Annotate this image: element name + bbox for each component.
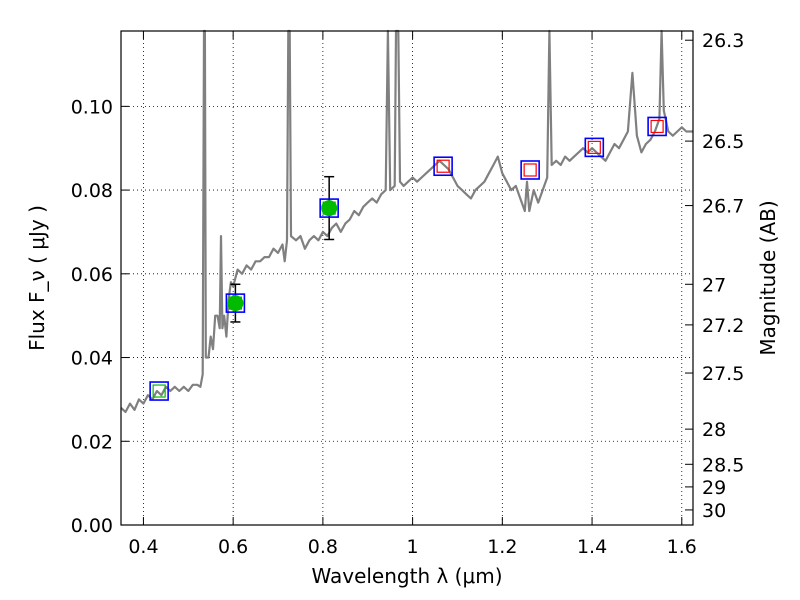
x-tick-label: 1 bbox=[407, 536, 419, 558]
model-box-outer bbox=[433, 156, 453, 177]
mag-tick-label: 27 bbox=[702, 274, 726, 296]
model-box-outer bbox=[647, 116, 667, 137]
y-tick-label: 0.10 bbox=[71, 96, 113, 118]
mag-tick-label: 30 bbox=[702, 500, 726, 522]
y-tick-label: 0.04 bbox=[71, 348, 113, 370]
model-box-inner bbox=[228, 296, 242, 310]
plot-frame bbox=[120, 30, 694, 526]
x-axis-label: Wavelength λ (μm) bbox=[311, 564, 502, 588]
observed-point bbox=[227, 295, 244, 312]
y-tick-label: 0.02 bbox=[71, 431, 113, 453]
model-box-inner bbox=[322, 201, 336, 215]
mag-tick-label: 29 bbox=[702, 477, 726, 499]
mag-tick-label: 28 bbox=[702, 419, 726, 441]
observed-point bbox=[321, 200, 338, 217]
y-tick-label: 0.06 bbox=[71, 264, 113, 286]
model-box-inner bbox=[436, 159, 450, 173]
mag-tick-label: 26.7 bbox=[702, 196, 744, 218]
model-box-outer bbox=[584, 137, 605, 158]
plot-background bbox=[121, 31, 693, 525]
y-tick-label: 0.08 bbox=[71, 180, 113, 202]
x-tick-label: 0.8 bbox=[308, 536, 338, 558]
x-tick-label: 1.4 bbox=[577, 536, 607, 558]
model-box-outer bbox=[225, 293, 246, 313]
marker-layer bbox=[149, 116, 667, 401]
model-box-outer bbox=[149, 381, 169, 401]
model-box-outer bbox=[520, 160, 540, 180]
model-box-inner bbox=[152, 384, 166, 398]
x-tick-label: 1.6 bbox=[667, 536, 697, 558]
x-tick-label: 0.4 bbox=[128, 536, 158, 558]
y2-axis-label: Magnitude (AB) bbox=[756, 200, 780, 355]
mag-tick-label: 26.3 bbox=[702, 30, 744, 52]
model-box-inner bbox=[587, 140, 601, 154]
y-axis-label: Flux F_ν ( μJy ) bbox=[25, 205, 49, 351]
x-tick-label: 1.2 bbox=[487, 536, 517, 558]
model-box-inner bbox=[523, 163, 537, 177]
mag-tick-label: 27.2 bbox=[702, 315, 744, 337]
mag-tick-label: 28.5 bbox=[702, 454, 744, 476]
tick-layer: 0.4 0.6 0.8 1 1.2 1.4 1.6 0.00 0.02 0.04 0.06 0.08 0… bbox=[71, 30, 745, 558]
mag-tick-label: 26.5 bbox=[702, 131, 744, 153]
x-tick-label: 0.6 bbox=[218, 536, 248, 558]
model-box-outer bbox=[319, 198, 339, 218]
model-box-inner bbox=[650, 119, 664, 134]
y-tick-label: 0.00 bbox=[71, 515, 113, 537]
mag-tick-label: 27.5 bbox=[702, 363, 744, 385]
